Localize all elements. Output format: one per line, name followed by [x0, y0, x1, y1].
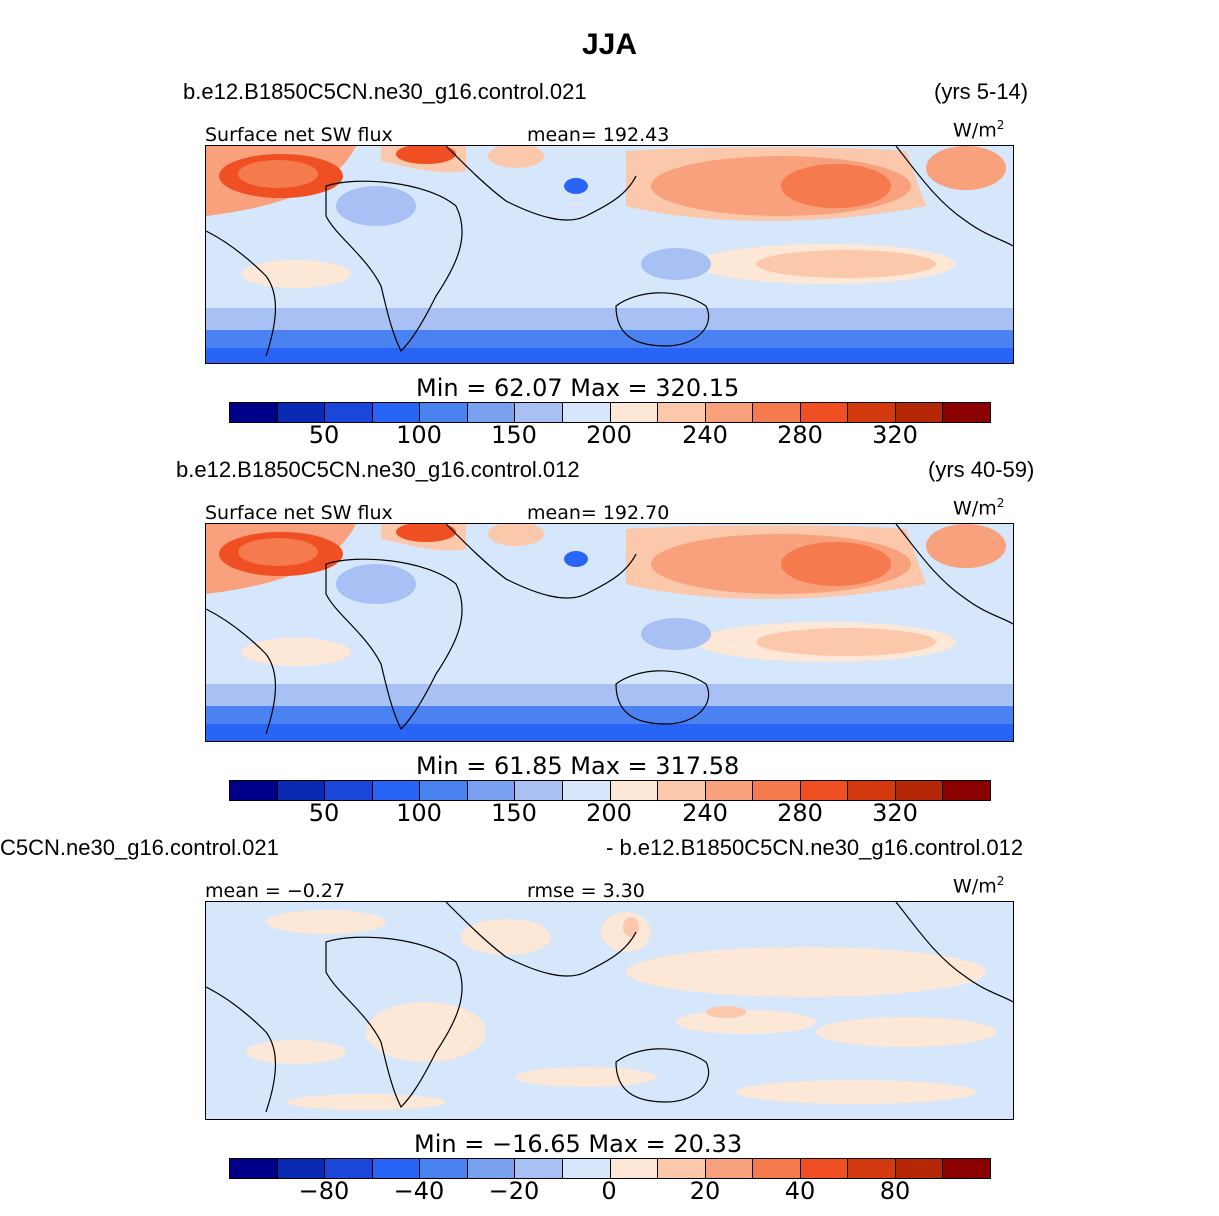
- colorbar-swatch: [705, 403, 754, 422]
- page-title: JJA: [581, 28, 638, 61]
- colorbar-swatch: [610, 781, 659, 800]
- colorbar-swatch: [277, 403, 326, 422]
- colorbar-swatch: [325, 781, 373, 800]
- panel3-units: W/m2: [953, 874, 1005, 898]
- colorbar-swatch: [610, 403, 659, 422]
- panel2-units: W/m2: [953, 496, 1005, 520]
- colorbar-swatch: [562, 1159, 611, 1178]
- colorbar-swatch: [467, 403, 516, 422]
- panel1-map: [205, 144, 1014, 364]
- panel1-colorbar: [229, 402, 991, 423]
- colorbar-swatch: [420, 781, 468, 800]
- colorbar-swatch: [895, 781, 944, 800]
- colorbar-swatch: [372, 1159, 421, 1178]
- panel2-mean: mean= 192.70: [527, 502, 670, 524]
- panel1-colorbar-tick: 150: [491, 421, 537, 449]
- panel2-colorbar-tick: 150: [491, 799, 537, 827]
- panel3-rmse: rmse = 3.30: [527, 880, 645, 902]
- colorbar-swatch: [562, 403, 611, 422]
- colorbar-swatch: [277, 781, 326, 800]
- colorbar-swatch: [705, 781, 754, 800]
- panel3-mean: mean = −0.27: [205, 880, 346, 902]
- panel3-colorbar-tick: −20: [488, 1177, 540, 1205]
- panel3-colorbar-tick: 40: [784, 1177, 816, 1205]
- colorbar-swatch: [372, 781, 421, 800]
- panel3-colorbar: [229, 1158, 991, 1179]
- colorbar-swatch: [848, 781, 896, 800]
- colorbar-swatch: [420, 403, 468, 422]
- colorbar-swatch: [658, 781, 706, 800]
- panel1-mean: mean= 192.43: [527, 124, 670, 146]
- panel1-variable-label: Surface net SW flux: [205, 124, 393, 146]
- panel3-colorbar-tick: −40: [393, 1177, 445, 1205]
- panel1-colorbar-tick: 240: [682, 421, 728, 449]
- colorbar-swatch: [705, 1159, 754, 1178]
- panel2-years: (yrs 40-59): [928, 457, 1035, 482]
- panel2-case-name: b.e12.B1850C5CN.ne30_g16.control.012: [176, 457, 580, 482]
- panel3-colorbar-tick: 80: [879, 1177, 911, 1205]
- panel3-colorbar-tick: 20: [689, 1177, 721, 1205]
- panel2-map: [205, 522, 1014, 742]
- colorbar-swatch: [610, 1159, 659, 1178]
- panel3-min-max: Min = −16.65 Max = 20.33: [414, 1130, 743, 1158]
- colorbar-swatch: [325, 1159, 373, 1178]
- colorbar-swatch: [420, 1159, 468, 1178]
- panel1-colorbar-tick: 100: [396, 421, 442, 449]
- colorbar-swatch: [230, 1159, 278, 1178]
- panel2-colorbar: [229, 780, 991, 801]
- colorbar-swatch: [943, 781, 990, 800]
- colorbar-swatch: [895, 1159, 944, 1178]
- panel1-min-max: Min = 62.07 Max = 320.15: [416, 374, 740, 402]
- panel1-colorbar-tick: 320: [872, 421, 918, 449]
- colorbar-swatch: [515, 781, 563, 800]
- panel2-colorbar-tick: 100: [396, 799, 442, 827]
- colorbar-swatch: [325, 403, 373, 422]
- colorbar-swatch: [943, 1159, 990, 1178]
- panel1-case-name: b.e12.B1850C5CN.ne30_g16.control.021: [183, 79, 587, 104]
- panel2-field: [205, 522, 1014, 741]
- colorbar-swatch: [800, 1159, 849, 1178]
- colorbar-swatch: [800, 403, 849, 422]
- colorbar-swatch: [943, 403, 990, 422]
- panel2-min-max: Min = 61.85 Max = 317.58: [416, 752, 740, 780]
- colorbar-swatch: [848, 403, 896, 422]
- colorbar-swatch: [277, 1159, 326, 1178]
- colorbar-swatch: [467, 781, 516, 800]
- colorbar-swatch: [230, 403, 278, 422]
- panel1-colorbar-tick: 280: [777, 421, 823, 449]
- colorbar-swatch: [515, 1159, 563, 1178]
- panel1-colorbar-tick: 200: [586, 421, 632, 449]
- colorbar-swatch: [467, 1159, 516, 1178]
- panel2-colorbar-tick: 320: [872, 799, 918, 827]
- panel3-colorbar-tick: −80: [298, 1177, 350, 1205]
- colorbar-swatch: [848, 1159, 896, 1178]
- colorbar-swatch: [658, 1159, 706, 1178]
- panel2-colorbar-tick: 200: [586, 799, 632, 827]
- panel2-variable-label: Surface net SW flux: [205, 502, 393, 524]
- panel1-units: W/m2: [953, 118, 1005, 142]
- panel3-map: [205, 901, 1014, 1120]
- panel3-case-diff: - b.e12.B1850C5CN.ne30_g16.control.012: [606, 835, 1024, 860]
- panel1-field: [205, 144, 1014, 363]
- panel3-case-name: C5CN.ne30_g16.control.021: [0, 835, 279, 860]
- panel2-colorbar-tick: 280: [777, 799, 823, 827]
- panel2-colorbar-tick: 240: [682, 799, 728, 827]
- colorbar-swatch: [658, 403, 706, 422]
- colorbar-swatch: [753, 403, 801, 422]
- panel3-field: [205, 901, 1014, 1119]
- panel3-colorbar-tick: 0: [601, 1177, 617, 1205]
- colorbar-swatch: [515, 403, 563, 422]
- colorbar-swatch: [753, 781, 801, 800]
- panel2-colorbar-tick: 50: [308, 799, 340, 827]
- panel1-colorbar-tick: 50: [308, 421, 340, 449]
- colorbar-swatch: [230, 781, 278, 800]
- colorbar-swatch: [895, 403, 944, 422]
- colorbar-swatch: [800, 781, 849, 800]
- panel1-years: (yrs 5-14): [934, 79, 1029, 104]
- colorbar-swatch: [372, 403, 421, 422]
- colorbar-swatch: [753, 1159, 801, 1178]
- colorbar-swatch: [562, 781, 611, 800]
